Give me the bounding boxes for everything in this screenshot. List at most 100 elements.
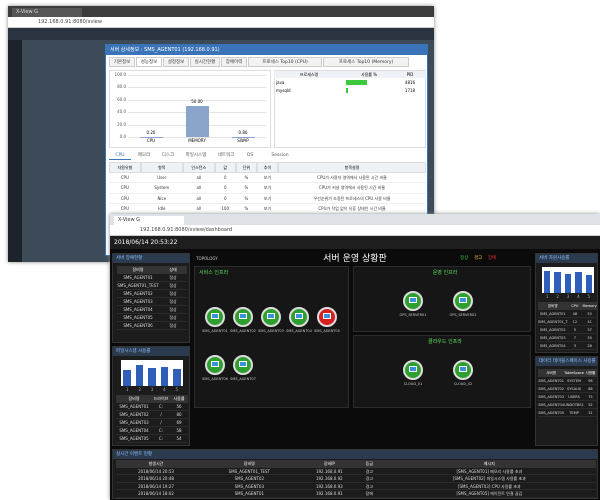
table-header: PID — [394, 71, 426, 78]
table-cell: 41 — [582, 318, 597, 326]
table-header: CPU — [567, 302, 583, 310]
node-icon — [239, 361, 247, 367]
bar — [160, 366, 169, 386]
table-cell: C: — [152, 435, 170, 443]
tab[interactable]: 실시간현황 — [190, 57, 220, 67]
tab-bar — [110, 214, 600, 225]
table-cell: [SMS_AGENT03] CPU 사용률 초과 — [382, 483, 596, 490]
sub-tab[interactable]: Session — [271, 153, 289, 158]
tab[interactable]: 설정정보 — [163, 57, 189, 67]
table-cell: all — [182, 194, 215, 204]
node-label: SMS_AGENT01 — [202, 329, 228, 333]
dashboard: 2018/06/14 20:53:22 서버 운영 상황판 TOPOLOGY 정상 경고… — [110, 236, 600, 500]
table-header: 값 — [214, 162, 236, 173]
tab[interactable]: 프로세스 Top10 (Memory) — [323, 57, 409, 67]
table-cell: SMS_AGENT03 — [196, 483, 303, 490]
table-cell: 정상 — [159, 290, 187, 298]
panel-title: 실시간 이벤트 현황 — [113, 450, 597, 459]
table-cell: 경고 — [356, 475, 383, 483]
tab[interactable]: 기본정보 — [109, 57, 135, 67]
table-cell: 정상 — [159, 282, 187, 290]
tab[interactable]: 프로세스 Top10 (CPU) — [248, 57, 322, 67]
table-cell: % — [235, 173, 257, 183]
tab[interactable]: 성능정보 — [136, 57, 162, 67]
table-cell: 58 — [170, 427, 188, 435]
table-cell: 80 — [170, 411, 188, 419]
x-tick-label: CPU — [146, 138, 156, 143]
usage-bar — [346, 80, 367, 85]
topology: TOPOLOGY — [196, 256, 218, 261]
header-strip — [110, 236, 600, 249]
table-cell: 정상 — [159, 274, 187, 282]
table-cell: all — [182, 173, 215, 183]
url[interactable]: 192.168.0.91:8080/xview — [38, 19, 102, 25]
table-cell: SMS_AGENT01 — [117, 274, 159, 282]
table-cell: mysqld — [276, 88, 291, 93]
bar — [575, 272, 582, 293]
tab[interactable]: X-View G — [114, 216, 184, 225]
tab[interactable]: 장애이력 — [221, 57, 247, 67]
table-cell: CPU — [109, 173, 141, 183]
table-cell: 우선순위가 조정된 프로세스의 CPU 사용 비율 — [278, 194, 426, 204]
table-cell: C: — [152, 427, 170, 435]
panel: 실시간 이벤트 현황 발생시간 장비명 장비IP 등급 메시지 2018/06/14 20:… — [112, 449, 598, 499]
node-icon — [211, 361, 219, 367]
table-cell: 75 — [583, 393, 597, 401]
tab[interactable]: X-View G — [12, 8, 82, 17]
table-cell: TEMP — [564, 409, 584, 417]
table-cell: 192.168.0.91 — [302, 468, 356, 475]
table-cell: 12 — [567, 318, 583, 326]
node-label: SMS_AGENT04 — [286, 329, 312, 333]
data-label: 0.80 — [238, 129, 248, 135]
table-cell: SMS_AGENT03 — [117, 298, 159, 306]
table-cell: Nice — [140, 194, 183, 204]
bar — [185, 106, 209, 137]
table-header: 사용률 % — [344, 71, 394, 78]
table-header: 프로세스명 — [274, 71, 344, 78]
sub-tab[interactable]: 디스크 — [161, 153, 175, 158]
table-cell: CPU가 커널 영역에서 사용된 시간 비율 — [278, 183, 426, 194]
sub-tab[interactable]: 네트워크 — [217, 153, 235, 158]
bar — [173, 369, 181, 386]
table-cell: 192.168.0.92 — [302, 475, 356, 483]
bar — [554, 272, 561, 293]
table-cell: 정상 — [159, 298, 187, 306]
url[interactable]: 192.168.0.91:8080/xview/dashboard — [140, 227, 233, 233]
sub-tab[interactable]: 메모리 — [137, 153, 151, 158]
y-tick-label: 80.0 — [117, 84, 126, 90]
node-label: OPS_SERVER02 — [449, 313, 477, 317]
table-cell: SMS_AGENT04 — [117, 306, 159, 314]
table-cell: 0 — [214, 173, 236, 183]
table-cell: 28 — [582, 342, 597, 350]
browser-window: X-View G 192.168.0.91:8080/xview/dashboar… — [110, 214, 600, 500]
table-cell: CPU가 작업 없이 유휴 상태인 시간 비율 — [278, 204, 426, 215]
table-cell: / — [152, 419, 170, 427]
zone-title: 클라우드 인프라 — [428, 339, 462, 345]
y-tick-label: 40.0 — [117, 109, 126, 115]
table-cell: 보기 — [256, 173, 279, 183]
table-cell: 56 — [170, 403, 188, 411]
table-cell: 2018/06/14 20:53 — [116, 468, 196, 475]
sub-tab[interactable]: CPU — [109, 151, 131, 160]
table-cell: 2018/06/14 19:27 — [116, 483, 196, 490]
x-tick-label: 2 — [556, 294, 559, 299]
sub-tab[interactable]: OS — [246, 153, 254, 158]
table-cell: 1718 — [404, 88, 416, 93]
chart-box — [109, 70, 271, 148]
table-cell: 52 — [583, 401, 597, 409]
table-cell: 69 — [170, 419, 188, 427]
table-cell: 192.168.0.93 — [302, 483, 356, 490]
node-icon — [211, 313, 219, 319]
usage-bar — [346, 88, 349, 93]
table-cell: 48 — [567, 310, 583, 318]
table-cell: SMS_AGENT04 — [116, 427, 152, 435]
table-cell: SMS_AGENT05 — [117, 314, 159, 322]
table-cell: 96 — [583, 377, 597, 385]
table-cell: SMS_AGENT03 — [116, 419, 152, 427]
table-cell: SMS_AGENT01 — [538, 379, 565, 385]
table-cell: 30 — [582, 334, 597, 342]
address-bar — [8, 17, 434, 28]
sub-tab[interactable]: 파일시스템 — [185, 153, 207, 158]
table-cell: CPU가 사용자 영역에서 사용된 시간 비율 — [278, 173, 426, 183]
